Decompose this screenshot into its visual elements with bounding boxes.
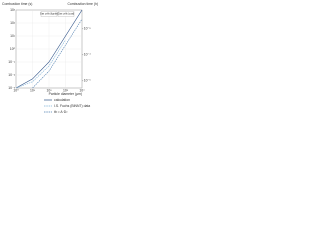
series-line <box>15 9 83 89</box>
x-tick-label: 10⁰ <box>13 88 19 92</box>
x-tick-label: 10¹ <box>30 88 36 92</box>
y-tick-label: 10⁻³ <box>8 86 16 90</box>
y-tick-label: 10⁰ <box>10 47 16 51</box>
y-tick-label: 10³ <box>10 8 16 12</box>
legend-label: I.S. Fuchs (BINNT) data <box>54 104 90 108</box>
page: {"chart_data": { "type": "line", "y_labe… <box>0 0 100 121</box>
y2-tick-label: 10⁻⁶ <box>84 79 92 83</box>
x-tick-label: 10⁴ <box>79 88 85 92</box>
x-tick-label: 10³ <box>63 88 69 92</box>
series-line <box>15 39 66 89</box>
y-tick-label: 10¹ <box>10 34 16 38</box>
legend-label: calculation <box>54 98 70 102</box>
y2-tick-label: 10⁻² <box>84 27 92 31</box>
x-tick-label: 10² <box>47 88 53 92</box>
y-axis-label: Combustion time (s) <box>2 2 32 6</box>
y2-tick-label: 10⁻⁴ <box>84 53 92 57</box>
y-tick-label: 10⁻² <box>8 73 16 77</box>
series-line <box>32 18 83 89</box>
annotation: Gas cells (lignite) <box>40 13 59 16</box>
y-tick-label: 10⁻¹ <box>8 60 16 64</box>
annotation: Gas cells (coal) <box>58 13 75 16</box>
annotation-box <box>40 11 58 17</box>
legend-label: tb ≈ A·D² <box>54 110 68 114</box>
chart: Combustion time (s) Combustion time (h) … <box>2 2 98 114</box>
x-axis-label: Particle diameter (µm) <box>49 92 82 96</box>
y2-axis-label: Combustion time (h) <box>67 2 98 6</box>
y-tick-label: 10² <box>10 21 16 25</box>
annotation-box <box>57 11 75 17</box>
